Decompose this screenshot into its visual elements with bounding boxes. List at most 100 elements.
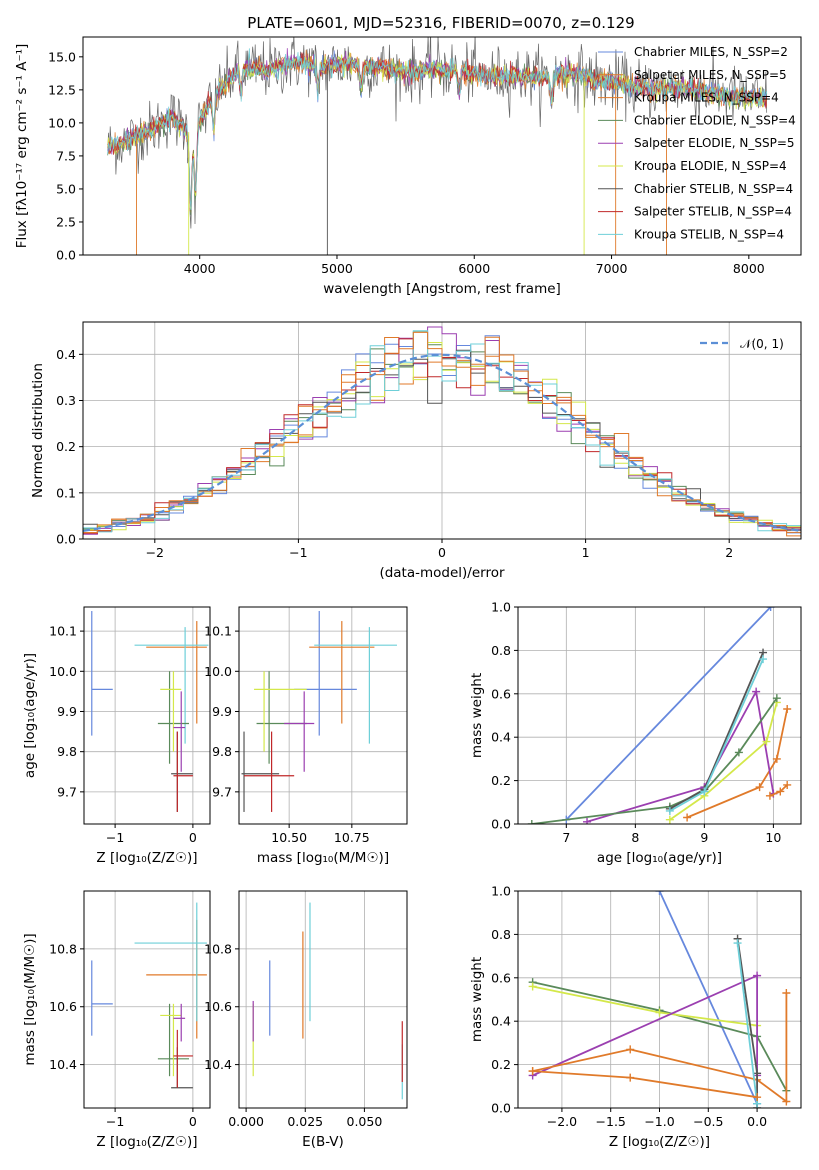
legend-entry: Kroupa ELODIE, N_SSP=4 <box>634 159 787 173</box>
y-tick-label: 0.0 <box>56 248 76 263</box>
weight_vs_Z-panel: −2.0 −1.5 −1.0 −0.5 0.0 0.0 0.2 0.4 0.6 0.8 1.0 Z [… <box>469 884 802 1150</box>
mass_vs_ebv-plot-area <box>252 902 403 1100</box>
x-tick-label: −1 <box>106 1114 124 1129</box>
legend-entry: Chabrier STELIB, N_SSP=4 <box>634 182 793 196</box>
y-tick-label: 1.0 <box>491 600 511 615</box>
legend-entry: Salpeter ELODIE, N_SSP=5 <box>634 136 795 150</box>
x-tick-label: 10.50 <box>271 830 307 845</box>
errorbar-point <box>134 902 207 1022</box>
spectrum-line-7 <box>107 52 768 208</box>
weight-line <box>736 942 758 1104</box>
errorbar-point <box>173 1029 193 1088</box>
axes-frame <box>83 606 211 825</box>
y-tick-label: 0.2 <box>491 1057 511 1072</box>
y-tick-label: 10.0 <box>49 664 77 679</box>
weight-marker <box>683 813 692 822</box>
errorbar-point <box>91 611 113 736</box>
weight-marker <box>759 655 768 664</box>
y-tick-label: 0.2 <box>56 439 76 454</box>
age_vs_Z-panel: −1 0 9.7 9.8 9.9 10.0 10.1 Z [log₁₀(Z/Z☉)] age [… <box>22 606 211 866</box>
errorbar-point <box>146 621 207 724</box>
x-axis-label: mass [log₁₀(M/M☉)] <box>257 850 389 866</box>
spectrum-line-8 <box>107 48 768 211</box>
weight-marker <box>783 704 792 713</box>
x-tick-label: 9 <box>700 830 708 845</box>
x-tick-label: 0.000 <box>228 1114 264 1129</box>
x-tick-label: −2.0 <box>547 1114 577 1129</box>
weight-marker <box>753 971 762 980</box>
weight-line <box>686 708 789 819</box>
errorbar-point <box>309 621 375 724</box>
y-tick-label: 9.9 <box>57 704 77 719</box>
x-axis-label: Z [log₁₀(Z/Z☉)] <box>96 1134 197 1150</box>
weight-line <box>532 981 788 1092</box>
x-axis-label: E(B-V) <box>302 1134 344 1150</box>
legend-entry: Chabrier ELODIE, N_SSP=4 <box>634 113 796 127</box>
y-tick-label: 0.8 <box>491 927 511 942</box>
x-tick-label: −1.5 <box>596 1114 626 1129</box>
y-tick-label: 10.6 <box>49 999 77 1014</box>
errorbar-point <box>160 671 182 752</box>
weight-line <box>565 607 772 821</box>
legend-entry: Salpeter STELIB, N_SSP=4 <box>634 205 792 219</box>
y-tick-label: 0.1 <box>56 485 76 500</box>
x-tick-label: 7000 <box>596 261 628 276</box>
residual-histogram-8 <box>83 330 801 533</box>
errorbar-point <box>134 627 209 744</box>
x-tick-label: −2 <box>146 545 164 560</box>
errorbar-point <box>284 691 315 772</box>
x-tick-label: 0 <box>189 1114 197 1129</box>
y-tick-label: 10.0 <box>48 115 76 130</box>
errorbar-point <box>244 731 295 812</box>
x-tick-label: 4000 <box>184 261 216 276</box>
x-tick-label: −0.5 <box>693 1114 723 1129</box>
x-tick-label: 8000 <box>733 261 765 276</box>
weight-line <box>532 974 758 1077</box>
weight-line <box>669 658 764 812</box>
y-tick-label: 0.0 <box>491 1101 511 1116</box>
weight-marker <box>755 783 764 792</box>
weight-marker <box>626 1045 635 1054</box>
y-tick-label: 1.0 <box>491 884 511 899</box>
weight-line <box>532 985 758 1027</box>
age_vs_Z-plot-area <box>91 611 209 812</box>
axes-frame <box>82 36 802 256</box>
weight-line <box>531 697 778 824</box>
y-tick-label: 9.8 <box>212 744 232 759</box>
weight-marker <box>765 791 774 800</box>
y-tick-label: 0.8 <box>491 643 511 658</box>
y-tick-label: 0.0 <box>491 817 511 832</box>
y-tick-label: 2.5 <box>56 214 76 229</box>
axes-frame <box>517 606 802 825</box>
y-tick-label: 10.8 <box>49 941 77 956</box>
weight-marker <box>753 1069 762 1078</box>
x-tick-label: 10.75 <box>334 830 370 845</box>
x-axis-label: age [log₁₀(age/yr)] <box>597 850 722 866</box>
gaussian-curve <box>83 353 801 532</box>
weight-marker <box>766 607 775 611</box>
weight-marker <box>782 988 791 997</box>
y-tick-label: 10.1 <box>204 624 232 639</box>
x-tick-label: 2 <box>725 545 733 560</box>
weight-marker <box>700 787 709 796</box>
weight-marker <box>753 1093 762 1102</box>
weight-marker <box>772 754 781 763</box>
y-tick-label: 9.8 <box>57 744 77 759</box>
y-tick-label: 0.6 <box>491 970 511 985</box>
errorbar-point <box>91 960 113 1036</box>
y-tick-label: 0.4 <box>491 730 511 745</box>
weight-marker <box>776 787 785 796</box>
x-axis-label: Z [log₁₀(Z/Z☉)] <box>609 1134 710 1150</box>
axes-frame <box>517 890 802 1109</box>
residuals-plot-area <box>83 326 801 537</box>
legend-entry: Kroupa STELIB, N_SSP=4 <box>634 227 784 241</box>
figure-title: PLATE=0601, MJD=52316, FIBERID=0070, z=0… <box>247 14 634 32</box>
weight-line <box>532 1070 758 1099</box>
axes-frame <box>83 890 211 1109</box>
errorbar-point <box>294 611 357 736</box>
y-tick-label: 0.0 <box>56 532 76 547</box>
weight-marker <box>528 982 537 991</box>
errorbar-point <box>173 1003 186 1042</box>
errorbar-point <box>173 731 193 812</box>
errorbar-point <box>241 731 280 812</box>
